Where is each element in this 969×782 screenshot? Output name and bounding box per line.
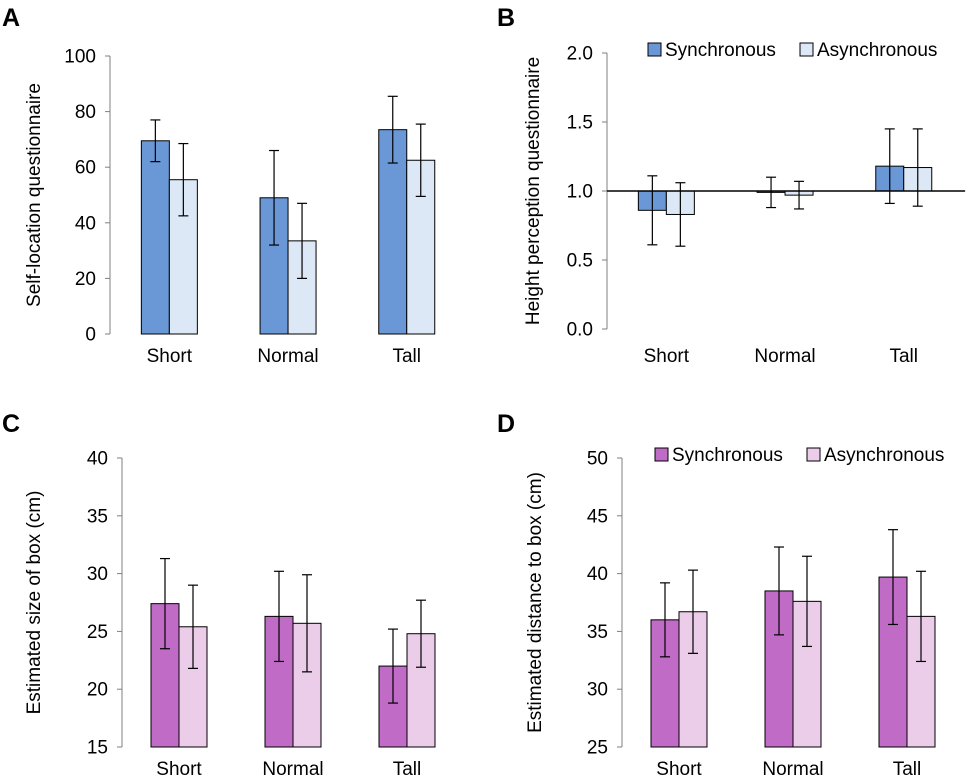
category-label-tall: Tall [393,759,422,780]
category-label-short: Short [156,759,202,780]
panel-a: A 0 20 40 60 80 100 Self-location questionnair… [2,4,436,367]
y-tick-label: 30 [587,680,608,701]
y-tick-label: 45 [587,506,608,527]
bar-asynchronous-normal [287,240,317,335]
legend-label-asynchronous: Asynchronous [824,445,944,466]
y-tick-label: 80 [75,102,96,123]
panel-b: B 0.0 0.5 1.0 1.5 2.0 Height perception quest… [497,4,966,367]
legend-label-asynchronous: Asynchronous [817,40,937,61]
y-tick-label: 2.0 [567,44,593,65]
category-label-short: Short [147,346,193,367]
category-label-tall: Tall [392,346,421,367]
y-tick-label: 50 [587,449,608,470]
y-tick-label: 35 [587,622,608,643]
panel-letter-d: D [497,410,515,438]
panel-letter-a: A [2,4,20,32]
category-label-normal: Normal [754,346,815,367]
y-tick-label: 40 [87,449,108,470]
y-tick-label: 1.5 [567,113,593,134]
category-label-normal: Normal [762,759,823,780]
legend-swatch-asynchronous [806,447,821,462]
category-label-normal: Normal [262,759,323,780]
y-tick-label: 0.5 [567,251,593,272]
y-tick-label: 100 [64,47,96,68]
panel-letter-b: B [497,4,515,32]
bar-synchronous-normal [259,197,289,335]
y-tick-label: 1.0 [567,182,593,203]
bar-synchronous-tall [378,129,408,335]
y-tick-label: 20 [87,680,108,701]
bar-synchronous-short [650,619,680,748]
legend-label-synchronous: Synchronous [672,445,783,466]
category-label-normal: Normal [257,346,318,367]
panel-d: D 25 30 35 40 45 50 Estimated distance to box … [497,410,944,780]
y-tick-label: 20 [75,269,96,290]
panel-letter-c: C [2,410,20,438]
y-axis-title: Estimated size of box (cm) [24,491,45,715]
category-label-short: Short [644,346,690,367]
y-tick-label: 35 [87,506,108,527]
y-tick-label: 0.0 [567,320,593,341]
legend-swatch-asynchronous [799,42,814,57]
y-tick-label: 40 [587,564,608,585]
y-tick-label: 0 [85,325,96,346]
bar-synchronous-short [140,140,170,335]
y-tick-label: 40 [75,213,96,234]
y-tick-label: 15 [87,738,108,759]
legend-swatch-synchronous [654,447,669,462]
panel-c: C 15 20 25 30 35 40 Estimated size of box (cm)… [2,410,436,780]
y-tick-label: 25 [87,622,108,643]
y-tick-label: 30 [87,564,108,585]
category-label-tall: Tall [889,346,918,367]
y-axis-title: Height perception questionnaire [523,57,544,325]
y-tick-label: 25 [587,738,608,759]
category-label-short: Short [656,759,702,780]
category-label-tall: Tall [893,759,922,780]
y-tick-label: 60 [75,158,96,179]
legend-label-synchronous: Synchronous [665,40,776,61]
y-axis-title: Estimated distance to box (cm) [525,472,546,733]
legend-swatch-synchronous [647,42,662,57]
y-axis-title: Self-location questionnaire [24,83,45,307]
